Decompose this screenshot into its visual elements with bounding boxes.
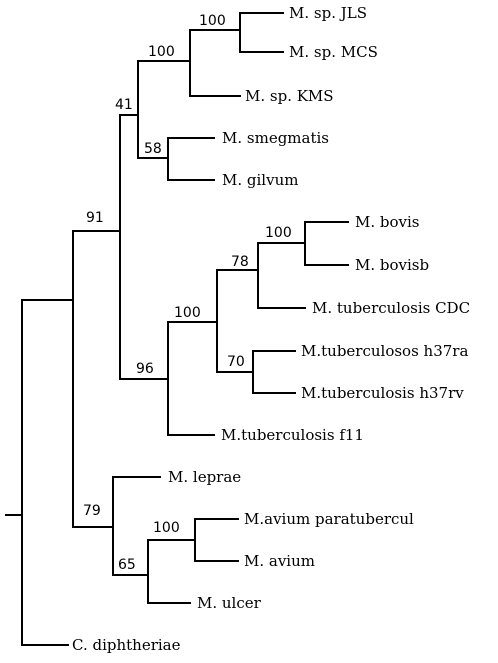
taxon-tb-f11: M.tuberculosis f11	[221, 426, 364, 444]
bootstrap-h37-pair: 70	[227, 354, 245, 370]
taxon-jls: M. sp. JLS	[289, 4, 367, 22]
taxon-kms: M. sp. KMS	[245, 87, 334, 105]
taxon-bovisb: M. bovisb	[355, 256, 429, 274]
taxon-tb-h37rv: M.tuberculosis h37rv	[301, 384, 464, 402]
bootstrap-fast-growers: 41	[115, 97, 133, 113]
tree-branches	[5, 12, 349, 646]
bootstrap-leprae-clade: 79	[83, 503, 101, 519]
taxon-smegmatis: M. smegmatis	[222, 129, 329, 147]
taxon-gilvum: M. gilvum	[222, 171, 298, 189]
taxon-diphtheriae: C. diphtheriae	[72, 636, 181, 654]
taxon-tb-h37ra: M.tuberculosos h37ra	[301, 342, 468, 360]
bootstrap-tb-complex: 96	[136, 361, 154, 377]
bootstrap-tb-core: 100	[174, 305, 201, 321]
bootstrap-bovis-pair: 100	[265, 225, 292, 241]
taxon-ulcer: M. ulcer	[197, 594, 262, 612]
taxon-mcs: M. sp. MCS	[289, 43, 378, 61]
bootstrap-jls-mcs: 100	[199, 13, 226, 29]
bootstrap-labels: 100 100 41 58 91 100 78 100 70 96 79 100…	[83, 13, 292, 573]
bootstrap-cdc-clade: 78	[231, 254, 249, 270]
taxon-leprae: M. leprae	[168, 468, 241, 486]
bootstrap-avium-pair: 100	[153, 520, 180, 536]
bootstrap-avium-ulcer: 65	[118, 557, 136, 573]
taxon-avium: M. avium	[244, 552, 315, 570]
taxon-bovis: M. bovis	[355, 213, 420, 231]
taxon-tb-cdc: M. tuberculosis CDC	[312, 299, 470, 317]
taxon-labels: M. sp. JLS M. sp. MCS M. sp. KMS M. smeg…	[72, 4, 470, 654]
taxon-avium-para: M.avium paratubercul	[244, 510, 414, 528]
bootstrap-main-clade: 91	[86, 210, 104, 226]
bootstrap-jls-mcs-kms: 100	[148, 44, 175, 60]
bootstrap-smeg-gilvum: 58	[144, 141, 162, 157]
